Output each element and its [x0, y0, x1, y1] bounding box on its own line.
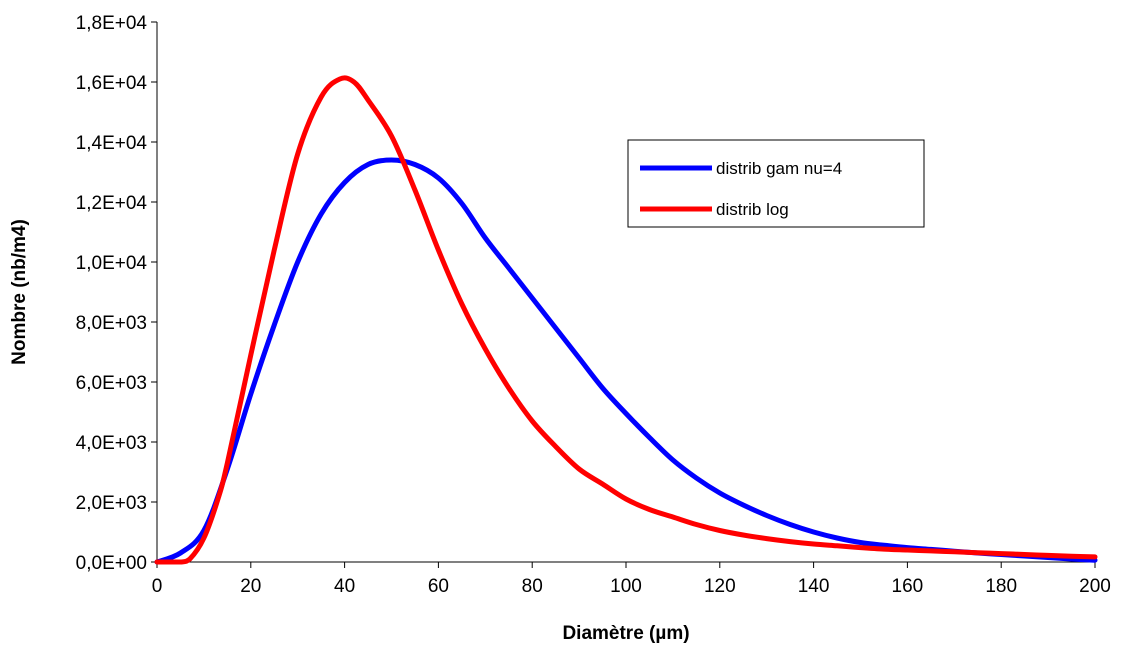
x-tick-label: 60 [428, 576, 449, 597]
x-tick-label: 20 [240, 576, 261, 597]
plot-area: 0,0E+00 2,0E+03 4,0E+03 6,0E+03 8,0E+03 1,0E+… [76, 13, 1111, 597]
y-tick-label: 2,0E+03 [76, 493, 147, 514]
y-tick-label: 1,2E+04 [76, 193, 148, 214]
y-tick-label: 1,8E+04 [76, 13, 148, 34]
x-axis-ticks: 0 20 40 60 80 100 120 140 160 180 200 [152, 562, 1111, 597]
y-tick-label: 0,0E+00 [76, 553, 147, 574]
y-tick-label: 6,0E+03 [76, 373, 147, 394]
y-tick-label: 1,4E+04 [76, 133, 148, 154]
series-group [154, 75, 1098, 565]
y-tick-label: 1,0E+04 [76, 253, 148, 274]
x-axis-title: Diamètre (µm) [562, 623, 689, 644]
y-tick-label: 1,6E+04 [76, 73, 148, 94]
x-tick-label: 180 [985, 576, 1017, 597]
x-tick-label: 100 [610, 576, 642, 597]
x-tick-label: 120 [704, 576, 736, 597]
x-tick-label: 200 [1079, 576, 1111, 597]
y-axis-ticks: 0,0E+00 2,0E+03 4,0E+03 6,0E+03 8,0E+03 1,0E+… [76, 13, 157, 574]
y-tick-label: 4,0E+03 [76, 433, 147, 454]
x-tick-label: 140 [798, 576, 830, 597]
legend: distrib gam nu=4 distrib log [627, 139, 925, 228]
x-tick-label: 40 [334, 576, 355, 597]
x-tick-label: 160 [892, 576, 924, 597]
y-tick-label: 8,0E+03 [76, 313, 147, 334]
x-tick-label: 80 [522, 576, 543, 597]
series-line-log [154, 75, 1098, 565]
legend-box [627, 139, 925, 228]
legend-label-log: distrib log [716, 200, 789, 219]
x-tick-label: 0 [152, 576, 163, 597]
y-axis-title: Nombre (nb/m4) [9, 219, 30, 365]
legend-label-gamma: distrib gam nu=4 [716, 159, 842, 178]
